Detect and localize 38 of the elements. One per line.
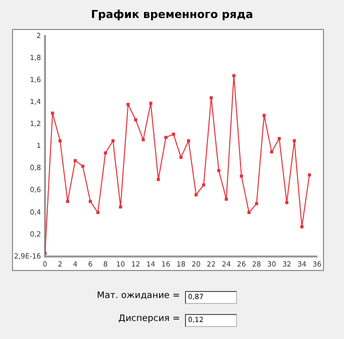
point: [88, 200, 92, 204]
point: [96, 210, 100, 214]
point: [142, 138, 145, 142]
point: [254, 202, 258, 206]
point: [202, 183, 206, 186]
text: Мат. ожидание =: [96, 291, 180, 301]
chart-title: График временного ряда: [90, 8, 254, 21]
point: [292, 139, 296, 142]
point: [179, 156, 183, 159]
point: [270, 150, 274, 154]
point: [217, 169, 220, 172]
point: [104, 151, 107, 154]
point: [262, 114, 266, 117]
point: [126, 102, 130, 106]
point: [278, 137, 281, 140]
point: [111, 139, 115, 142]
point: [149, 102, 152, 105]
point: [164, 136, 168, 140]
point: [210, 96, 213, 100]
point: [285, 200, 288, 204]
point: [134, 118, 138, 122]
point: [81, 164, 84, 168]
point: [300, 225, 304, 228]
text: Дисперсия =: [118, 314, 180, 324]
point: [66, 200, 70, 204]
point: [118, 205, 122, 209]
point: [308, 173, 312, 177]
point: [58, 139, 62, 142]
point: [194, 193, 198, 196]
point: [232, 74, 236, 78]
point: [172, 132, 175, 136]
point: [186, 139, 190, 142]
point: [74, 159, 77, 162]
point: [240, 174, 243, 178]
point: [224, 198, 228, 201]
point: [50, 112, 54, 115]
point: [247, 210, 251, 214]
point: [156, 178, 160, 181]
